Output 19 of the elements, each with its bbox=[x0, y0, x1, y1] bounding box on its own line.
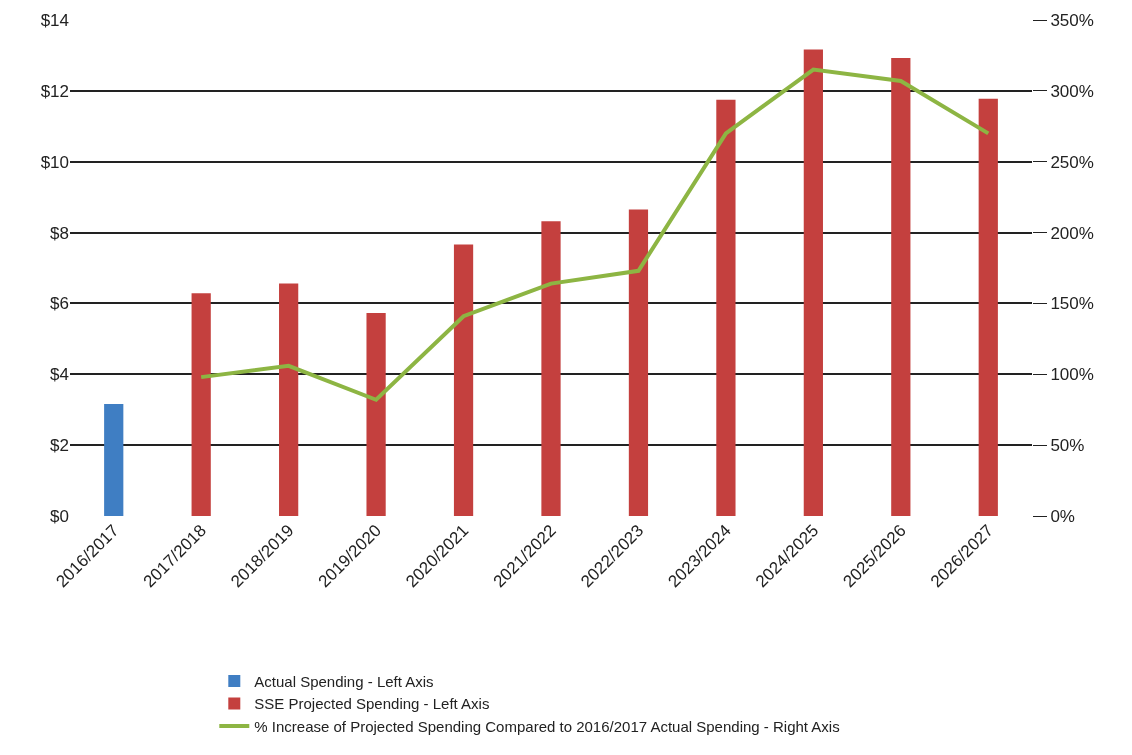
y-tick-label: $12 bbox=[40, 81, 69, 101]
y-tick-label: $2 bbox=[50, 436, 69, 456]
legend-label: SSE Projected Spending - Left Axis bbox=[254, 695, 490, 713]
y-tick-label: $14 bbox=[40, 10, 69, 30]
y-tick-label: $10 bbox=[40, 152, 69, 172]
y2-tick-label: 200% bbox=[1050, 223, 1094, 243]
y2-tick-label: 100% bbox=[1050, 365, 1094, 385]
y2-tick-label: 300% bbox=[1050, 81, 1094, 101]
legend-label: Actual Spending - Left Axis bbox=[254, 672, 434, 690]
y-tick-label: $0 bbox=[50, 506, 69, 526]
y2-tick-label: 0% bbox=[1050, 506, 1075, 526]
y-tick-label: $8 bbox=[50, 223, 69, 243]
y-tick-label: $4 bbox=[50, 365, 69, 385]
y2-tick-label: 150% bbox=[1050, 294, 1094, 314]
y-tick-label: $6 bbox=[50, 294, 69, 314]
y2-tick-label: 50% bbox=[1050, 436, 1085, 456]
y2-tick-label: 350% bbox=[1050, 10, 1094, 30]
y2-tick-label: 250% bbox=[1050, 152, 1094, 172]
legend-label: % Increase of Projected Spending Compared to 2016/2017 Actual Spending - Right Axis bbox=[254, 717, 840, 735]
